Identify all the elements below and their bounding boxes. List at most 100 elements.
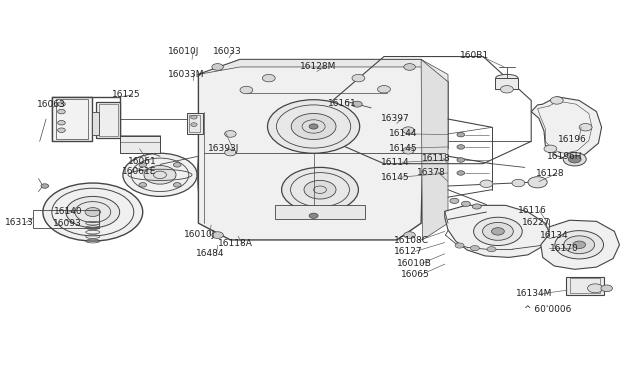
Circle shape — [457, 145, 465, 149]
Bar — [189, 115, 200, 132]
Circle shape — [500, 86, 513, 93]
Circle shape — [282, 167, 358, 212]
Circle shape — [555, 231, 604, 259]
Text: 16118: 16118 — [422, 154, 451, 163]
Polygon shape — [531, 97, 602, 159]
Circle shape — [191, 123, 197, 126]
Bar — [566, 277, 604, 295]
Text: 16127: 16127 — [394, 247, 423, 256]
Polygon shape — [541, 220, 620, 269]
Circle shape — [225, 131, 236, 137]
Text: 16397: 16397 — [381, 114, 410, 123]
Circle shape — [474, 217, 522, 246]
Circle shape — [568, 155, 581, 163]
Text: 16118A: 16118A — [218, 239, 252, 248]
Text: 16010B: 16010B — [397, 259, 431, 268]
Circle shape — [268, 100, 360, 153]
Text: 16161: 16161 — [328, 99, 356, 108]
Circle shape — [404, 232, 415, 238]
Circle shape — [492, 228, 504, 235]
Bar — [570, 278, 600, 293]
Circle shape — [225, 149, 236, 156]
Circle shape — [457, 171, 465, 175]
Text: 16170: 16170 — [550, 244, 579, 253]
Circle shape — [291, 113, 336, 140]
Text: 160B1: 160B1 — [460, 51, 489, 60]
Circle shape — [472, 204, 481, 209]
Circle shape — [550, 97, 563, 104]
Text: 16140: 16140 — [54, 207, 83, 216]
Text: 16065: 16065 — [401, 270, 429, 279]
Circle shape — [352, 74, 365, 82]
Circle shape — [304, 180, 336, 199]
Bar — [99, 104, 118, 136]
Circle shape — [588, 284, 603, 293]
Circle shape — [563, 153, 586, 166]
Bar — [33, 210, 99, 228]
Circle shape — [123, 153, 197, 196]
Circle shape — [58, 121, 65, 125]
Circle shape — [457, 158, 465, 162]
Circle shape — [457, 132, 465, 137]
Circle shape — [212, 64, 223, 70]
Circle shape — [309, 124, 318, 129]
Polygon shape — [445, 205, 550, 257]
Circle shape — [403, 147, 414, 154]
Text: 16196H: 16196H — [547, 152, 582, 161]
Polygon shape — [198, 60, 448, 82]
Circle shape — [212, 232, 223, 238]
Circle shape — [352, 101, 362, 107]
Circle shape — [378, 86, 390, 93]
Circle shape — [512, 179, 525, 187]
Text: 16033M: 16033M — [168, 70, 205, 79]
Circle shape — [403, 127, 414, 134]
Circle shape — [470, 246, 479, 251]
Bar — [56, 99, 88, 139]
Circle shape — [461, 201, 470, 206]
Text: 16114: 16114 — [381, 158, 410, 167]
Text: 16393J: 16393J — [208, 144, 239, 153]
Circle shape — [191, 115, 197, 119]
Bar — [495, 78, 518, 89]
Circle shape — [240, 86, 253, 94]
Text: 16010J: 16010J — [184, 230, 216, 239]
Bar — [187, 113, 203, 134]
Text: 16061: 16061 — [128, 157, 157, 166]
Text: 16061E: 16061E — [122, 167, 156, 176]
Ellipse shape — [496, 74, 518, 82]
Text: 16134M: 16134M — [516, 289, 552, 298]
Circle shape — [144, 166, 176, 184]
Circle shape — [262, 74, 275, 82]
Polygon shape — [421, 60, 448, 240]
Circle shape — [483, 222, 513, 240]
Bar — [120, 135, 160, 142]
Text: 16010J: 16010J — [168, 47, 200, 56]
Circle shape — [573, 241, 586, 248]
Text: 16033: 16033 — [212, 47, 241, 56]
Circle shape — [487, 247, 496, 252]
Circle shape — [450, 198, 459, 203]
Text: 16313: 16313 — [5, 218, 34, 227]
Text: 16134: 16134 — [540, 231, 568, 240]
Bar — [275, 205, 365, 219]
Circle shape — [58, 128, 65, 132]
Text: 16093: 16093 — [52, 219, 81, 228]
Bar — [52, 97, 92, 141]
Circle shape — [173, 183, 181, 187]
Circle shape — [544, 145, 557, 153]
Text: 16108C: 16108C — [394, 236, 429, 245]
Circle shape — [455, 243, 464, 248]
Text: 16196: 16196 — [558, 135, 587, 144]
Circle shape — [139, 163, 147, 167]
Circle shape — [66, 196, 120, 228]
Circle shape — [564, 236, 595, 254]
Text: 16484: 16484 — [196, 249, 225, 258]
Text: 16227: 16227 — [522, 218, 551, 227]
Text: 16145: 16145 — [381, 173, 410, 182]
Circle shape — [85, 208, 100, 217]
Text: 16145: 16145 — [389, 144, 418, 153]
Circle shape — [480, 180, 493, 187]
Circle shape — [43, 183, 143, 241]
Circle shape — [173, 163, 181, 167]
Text: 16128: 16128 — [536, 169, 565, 178]
